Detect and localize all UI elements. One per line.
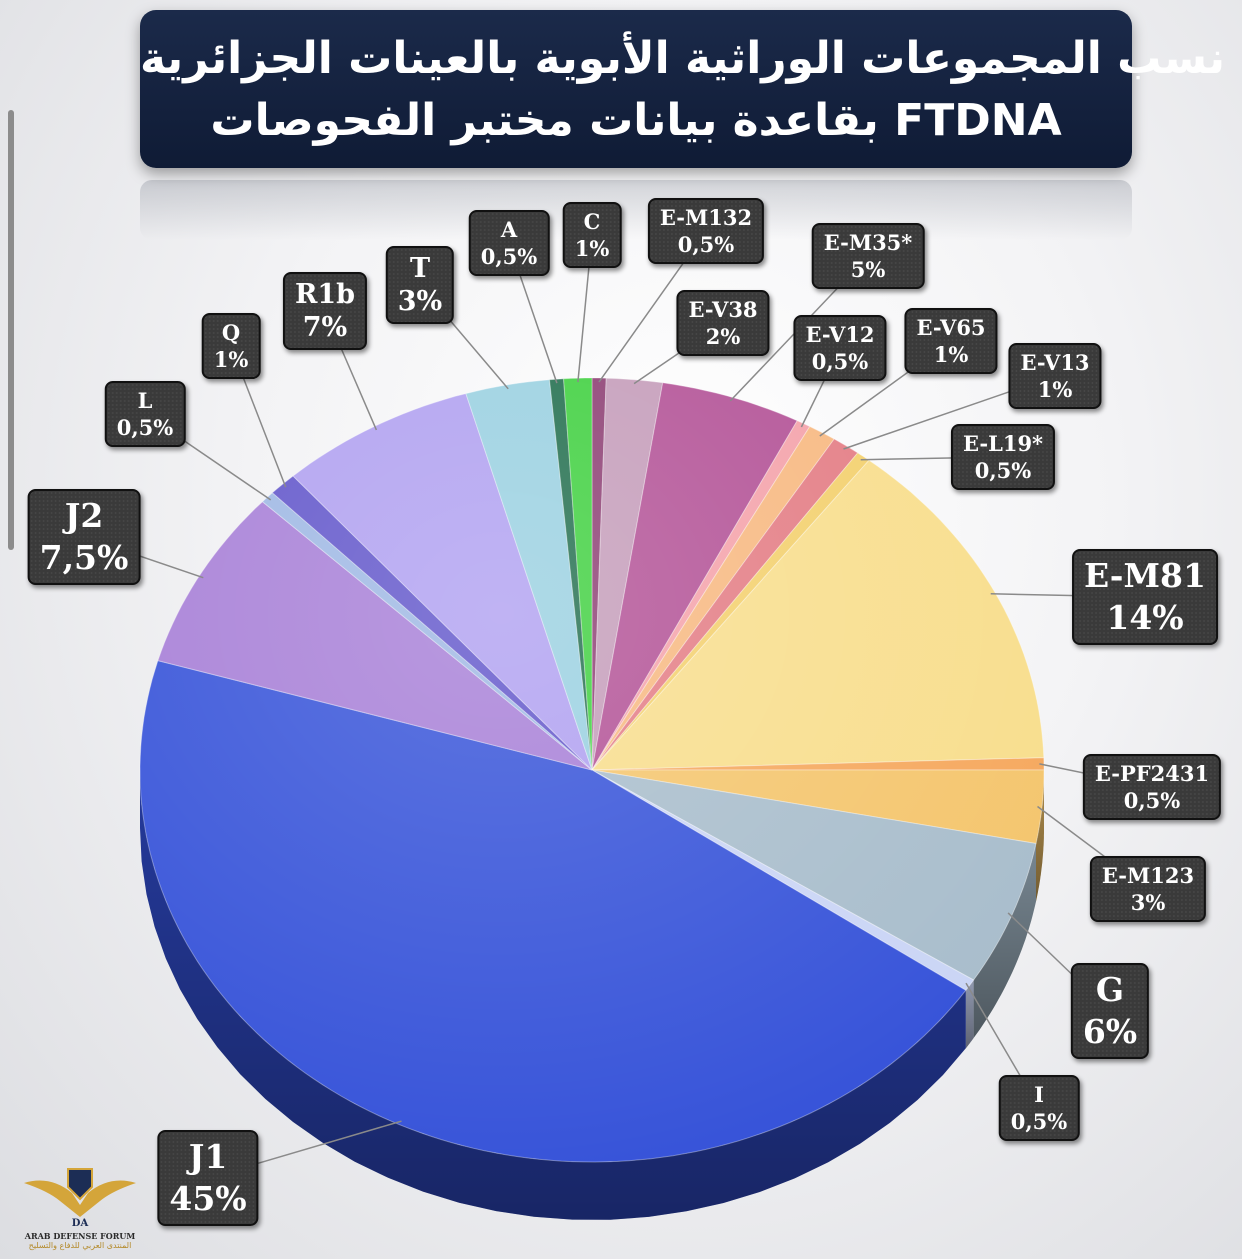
- slice-label-name: E-M35*: [823, 230, 913, 255]
- slice-label-name: J2: [64, 496, 104, 535]
- slice-label-value: 7%: [302, 312, 348, 343]
- slice-label-e-m132: E-M132 0,5%: [647, 198, 765, 264]
- logo-text: ARAB DEFENSE FORUM: [24, 1231, 136, 1241]
- slice-label-name: Q: [221, 320, 241, 345]
- slice-label-name: C: [583, 209, 601, 234]
- slice-label-value: 3%: [397, 286, 443, 317]
- slice-label-e-m123: E-M123 3%: [1089, 856, 1207, 922]
- slice-label-name: G: [1095, 970, 1125, 1009]
- slice-label-l: L 0,5%: [104, 381, 186, 447]
- slice-label-e-m35-: E-M35* 5%: [811, 223, 925, 289]
- slice-label-e-pf2431: E-PF2431 0,5%: [1082, 754, 1222, 820]
- logo-monogram: DA: [72, 1218, 89, 1227]
- slice-label-value: 2%: [705, 324, 741, 349]
- slice-label-name: R1b: [294, 279, 356, 310]
- slice-label-value: 1%: [1037, 377, 1073, 402]
- slice-label-e-m81: E-M81 14%: [1072, 549, 1218, 645]
- slice-label-value: 0,5%: [811, 349, 869, 374]
- slice-label-value: 0,5%: [1010, 1109, 1068, 1134]
- slice-label-name: E-V12: [805, 322, 875, 347]
- slice-label-value: 7,5%: [39, 538, 129, 577]
- slice-label-e-v65: E-V65 1%: [904, 308, 998, 374]
- slice-label-q: Q 1%: [201, 313, 261, 379]
- slice-label-name: E-V13: [1020, 350, 1090, 375]
- pie-side-shade-g: [973, 843, 1036, 1038]
- logo-subtext: المنتدى العربي للدفاع والتسليح: [28, 1241, 132, 1250]
- slice-label-value: 6%: [1082, 1012, 1138, 1051]
- slice-label-e-v38: E-V38 2%: [676, 290, 770, 356]
- slice-label-name: E-M123: [1101, 863, 1195, 888]
- pie-side-shade-j1: [140, 770, 966, 1220]
- slice-label-value: 45%: [169, 1179, 247, 1218]
- chart-title-line-1: نسب المجموعات الوراثية الأبوية بالعينات …: [140, 33, 1226, 84]
- arab-defense-forum-logo: DA ARAB DEFENSE FORUM المنتدى العربي للد…: [10, 1165, 150, 1257]
- slice-label-e-l19-: E-L19* 0,5%: [950, 424, 1056, 490]
- eagle-shield-icon: DA: [24, 1168, 136, 1229]
- slice-label-j1: J1 45%: [157, 1130, 259, 1226]
- pie-shine: [140, 378, 1044, 1162]
- scrollbar[interactable]: [8, 110, 14, 550]
- pie-depth: [140, 770, 1044, 1220]
- chart-title-line-2: بقاعدة بيانات مختبر الفحوصات FTDNA: [210, 95, 1062, 146]
- chart-title-banner: نسب المجموعات الوراثية الأبوية بالعينات …: [140, 10, 1226, 168]
- slice-label-e-v13: E-V13 1%: [1008, 343, 1102, 409]
- slice-label-name: E-M132: [659, 205, 753, 230]
- slice-label-name: E-PF2431: [1094, 761, 1210, 786]
- slice-label-name: E-M81: [1084, 556, 1206, 595]
- title-reflection: [140, 180, 1132, 240]
- slice-label-name: J1: [188, 1137, 228, 1176]
- pie-top: [139, 377, 1045, 1163]
- slice-label-value: 0,5%: [480, 244, 538, 269]
- slice-label-name: E-L19*: [962, 431, 1044, 456]
- slice-label-value: 1%: [213, 347, 249, 372]
- slice-label-name: E-V65: [916, 315, 986, 340]
- slice-label-name: T: [409, 253, 431, 284]
- slice-label-name: A: [500, 217, 518, 242]
- slice-label-i: I 0,5%: [998, 1075, 1080, 1141]
- slice-label-t: T 3%: [385, 246, 455, 324]
- slice-label-value: 0,5%: [116, 415, 174, 440]
- slice-label-value: 0,5%: [1123, 788, 1181, 813]
- slice-label-value: 5%: [850, 257, 886, 282]
- slice-label-a: A 0,5%: [468, 210, 550, 276]
- slice-label-r1b: R1b 7%: [282, 272, 368, 350]
- slice-label-value: 0,5%: [677, 232, 735, 257]
- slice-label-value: 3%: [1130, 890, 1166, 915]
- pie-side-shade-i: [965, 980, 974, 1049]
- pie-side-shade-e-m123: [1036, 770, 1044, 902]
- slice-label-value: 1%: [574, 236, 610, 261]
- slice-label-name: E-V38: [688, 297, 758, 322]
- slice-label-value: 14%: [1106, 598, 1184, 637]
- slice-label-value: 1%: [933, 342, 969, 367]
- slice-label-g: G 6%: [1070, 963, 1150, 1059]
- slice-label-name: L: [137, 388, 153, 413]
- slice-label-value: 0,5%: [974, 458, 1032, 483]
- slice-label-j2: J2 7,5%: [27, 489, 141, 585]
- slice-label-name: I: [1034, 1082, 1044, 1107]
- slice-label-e-v12: E-V12 0,5%: [793, 315, 887, 381]
- slice-label-c: C 1%: [562, 202, 622, 268]
